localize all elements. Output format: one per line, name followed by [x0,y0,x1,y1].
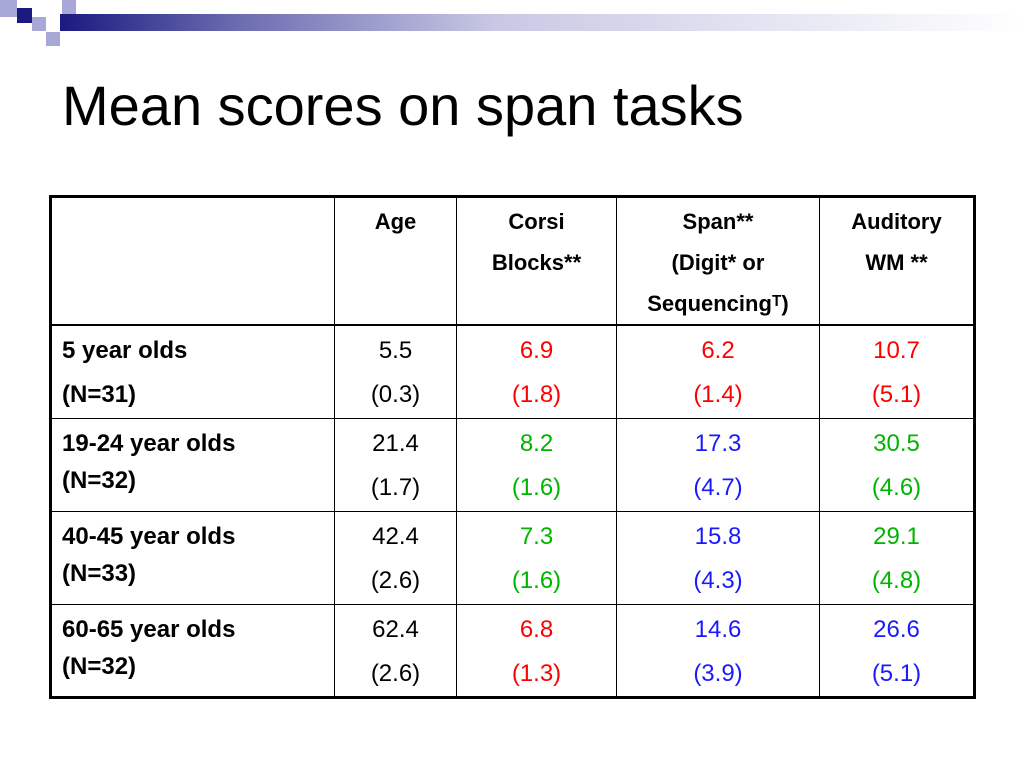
mean-value: 21.4 [372,429,419,457]
sd-value: (2.6) [370,659,421,687]
auditory-score-cell: 10.7 (5.1) [819,324,975,419]
group-name: 5 year olds [62,337,188,364]
sd-value: (1.6) [511,473,562,501]
deco-square-1 [0,0,17,17]
sd-value: (4.3) [693,566,743,594]
span-score-cell: 17.3 (4.7) [616,417,820,512]
mean-value: 7.3 [519,522,554,550]
header-blank-cell [50,196,335,326]
mean-value: 26.6 [873,615,920,643]
sd-value: (5.1) [871,381,922,408]
mean-value: 5.5 [378,337,413,364]
deco-square-2 [17,8,32,23]
auditory-score-cell: 29.1 (4.8) [819,510,975,605]
group-n: (N=33) [62,559,137,587]
age-score-cell: 42.4 (2.6) [334,510,457,605]
row-label: 60-65 year olds (N=32) [50,603,335,698]
deco-square-6 [46,32,60,46]
header-auditory-wm: Auditory WM ** [819,196,975,326]
group-n: (N=31) [62,381,137,408]
header-span-line: Sequencingᵀ) [647,291,789,316]
header-row: Age Corsi Blocks** Span** (Digit* or Sequenci… [50,196,975,326]
sd-value: (1.8) [511,381,562,408]
age-score-cell: 62.4 (2.6) [334,603,457,698]
header-span-line: Span** [682,209,754,234]
age-score-cell: 21.4 (1.7) [334,417,457,512]
table-row: 60-65 year olds (N=32) 62.4 (2.6) 6.8 (1.3) 14… [50,603,975,698]
corsi-score-cell: 7.3 (1.6) [456,510,617,605]
span-score-cell: 15.8 (4.3) [616,510,820,605]
sd-value: (4.7) [693,473,743,501]
corsi-score-cell: 6.8 (1.3) [456,603,617,698]
span-score-cell: 14.6 (3.9) [616,603,820,698]
mean-value: 6.2 [701,337,735,364]
mean-value: 6.8 [519,615,554,643]
auditory-score-cell: 26.6 (5.1) [819,603,975,698]
age-score-cell: 5.5 (0.3) [334,324,457,419]
row-label: 40-45 year olds (N=33) [50,510,335,605]
corsi-score-cell: 8.2 (1.6) [456,417,617,512]
group-name: 60-65 year olds [62,615,236,643]
row-label: 19-24 year olds (N=32) [50,417,335,512]
page-title: Mean scores on span tasks [62,74,744,137]
group-name: 40-45 year olds [62,522,236,550]
header-auditory-wm-line: Auditory [851,209,942,234]
mean-value: 62.4 [372,615,419,643]
header-corsi-blocks: Corsi Blocks** [456,196,617,326]
sd-value: (3.9) [693,659,743,687]
mean-value: 29.1 [873,522,920,550]
header-auditory-wm-line: WM ** [865,250,928,275]
sd-value: (1.4) [693,381,743,408]
mean-value: 30.5 [873,429,920,457]
mean-value: 6.9 [519,337,554,364]
header-corsi-blocks-line: Blocks** [491,250,582,275]
mean-value: 14.6 [694,615,742,643]
table-row: 19-24 year olds (N=32) 21.4 (1.7) 8.2 (1.6) 17… [50,417,975,512]
sd-value: (0.3) [370,381,421,408]
mean-value: 42.4 [372,522,419,550]
mean-value: 15.8 [694,522,742,550]
group-name: 19-24 year olds [62,429,236,457]
deco-square-7 [62,0,76,14]
auditory-score-cell: 30.5 (4.6) [819,417,975,512]
mean-value: 10.7 [873,337,920,364]
sd-value: (5.1) [871,659,922,687]
group-n: (N=32) [62,466,137,494]
sd-value: (1.6) [511,566,562,594]
group-n: (N=32) [62,652,137,680]
deco-square-4 [32,0,49,17]
header-span-line: (Digit* or [671,250,765,275]
header-corsi-blocks-line: Corsi [508,209,565,234]
sd-value: (1.7) [370,473,421,501]
span-scores-table: Age Corsi Blocks** Span** (Digit* or Sequenci… [49,195,976,699]
sd-value: (2.6) [370,566,421,594]
header-age-line: Age [374,209,417,234]
sd-value: (1.3) [511,659,562,687]
slide-template-decoration [0,0,1024,50]
header-age: Age [334,196,457,326]
deco-square-5 [32,17,46,31]
row-label: 5 year olds (N=31) [50,324,335,419]
span-score-cell: 6.2 (1.4) [616,324,820,419]
deco-square-3 [17,23,30,36]
mean-value: 17.3 [694,429,742,457]
mean-value: 8.2 [519,429,554,457]
table-row: 40-45 year olds (N=33) 42.4 (2.6) 7.3 (1.6) 15… [50,510,975,605]
corsi-score-cell: 6.9 (1.8) [456,324,617,419]
sd-value: (4.8) [871,566,922,594]
header-span: Span** (Digit* or Sequencingᵀ) [616,196,820,326]
table-row: 5 year olds (N=31) 5.5 (0.3) 6.9 (1.8) 6.2 (1.4… [50,324,975,419]
deco-gradient-bar [60,14,1024,31]
sd-value: (4.6) [871,473,922,501]
